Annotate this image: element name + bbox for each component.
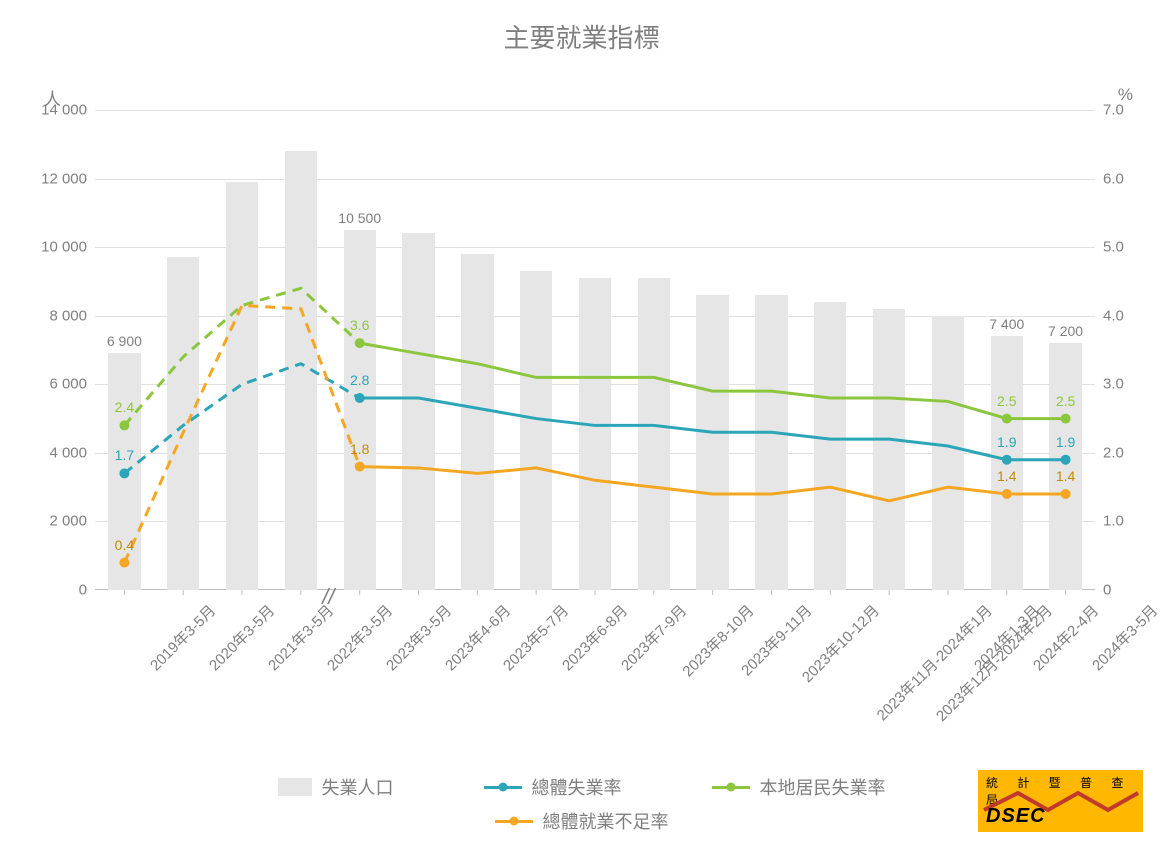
lines-svg (95, 110, 1095, 590)
line-value-label: 2.5 (1056, 393, 1075, 409)
y-tick-left: 14 000 (41, 102, 87, 119)
line-value-label: 1.4 (1056, 468, 1075, 484)
line-total_unemp (360, 398, 1066, 460)
legend-label: 失業人口 (322, 774, 394, 800)
y-tick-right: 0 (1103, 582, 1111, 599)
marker-local_unemp (1061, 414, 1071, 424)
y-tick-left: 12 000 (41, 170, 87, 187)
legend-item: 總體失業率 (484, 774, 622, 800)
legend-label: 本地居民失業率 (760, 774, 886, 800)
marker-underemp (119, 558, 129, 568)
line-total_unemp (124, 364, 359, 474)
line-value-label: 2.5 (997, 393, 1016, 409)
marker-local_unemp (119, 420, 129, 430)
y-tick-right: 3.0 (1103, 376, 1124, 393)
marker-total_unemp (355, 393, 365, 403)
legend-item: 總體就業不足率 (495, 808, 669, 834)
marker-total_unemp (1061, 455, 1071, 465)
marker-underemp (355, 462, 365, 472)
legend-item: 失業人口 (278, 774, 394, 800)
y-tick-left: 10 000 (41, 239, 87, 256)
line-value-label: 2.4 (115, 399, 134, 415)
marker-total_unemp (1002, 455, 1012, 465)
y-tick-left: 0 (79, 582, 87, 599)
y-tick-left: 2 000 (49, 513, 87, 530)
legend-label: 總體就業不足率 (543, 808, 669, 834)
line-value-label: 2.8 (350, 372, 369, 388)
plot-area: 002 0001.04 0002.06 0003.08 0004.010 000… (95, 110, 1095, 590)
marker-total_unemp (119, 468, 129, 478)
line-value-label: 1.8 (350, 441, 369, 457)
line-value-label: 3.6 (350, 317, 369, 333)
marker-local_unemp (355, 338, 365, 348)
legend-item: 本地居民失業率 (712, 774, 886, 800)
line-value-label: 1.4 (997, 468, 1016, 484)
line-value-label: 1.9 (1056, 434, 1075, 450)
chart-container: 人 % 002 0001.04 0002.06 0003.08 0004.010… (20, 55, 1143, 655)
y-tick-right: 7.0 (1103, 102, 1124, 119)
legend-line-icon (495, 820, 533, 823)
line-underemp (360, 467, 1066, 501)
chart-title: 主要就業指標 (0, 0, 1163, 55)
logo-en-text: DSEC (986, 805, 1046, 828)
y-tick-right: 1.0 (1103, 513, 1124, 530)
line-value-label: 1.9 (997, 434, 1016, 450)
line-value-label: 0.4 (115, 537, 134, 553)
legend-label: 總體失業率 (532, 774, 622, 800)
y-tick-right: 6.0 (1103, 170, 1124, 187)
legend-swatch-icon (278, 778, 312, 796)
y-tick-right: 5.0 (1103, 239, 1124, 256)
marker-underemp (1002, 489, 1012, 499)
dsec-logo: 統 計 暨 普 查 局 DSEC (978, 770, 1143, 832)
y-tick-left: 8 000 (49, 307, 87, 324)
marker-underemp (1061, 489, 1071, 499)
legend-line-icon (484, 786, 522, 789)
legend-line-icon (712, 786, 750, 789)
y-tick-left: 4 000 (49, 444, 87, 461)
y-tick-right: 4.0 (1103, 307, 1124, 324)
y-tick-right: 2.0 (1103, 444, 1124, 461)
marker-local_unemp (1002, 414, 1012, 424)
line-underemp (124, 305, 359, 562)
line-value-label: 1.7 (115, 447, 134, 463)
y-tick-left: 6 000 (49, 376, 87, 393)
